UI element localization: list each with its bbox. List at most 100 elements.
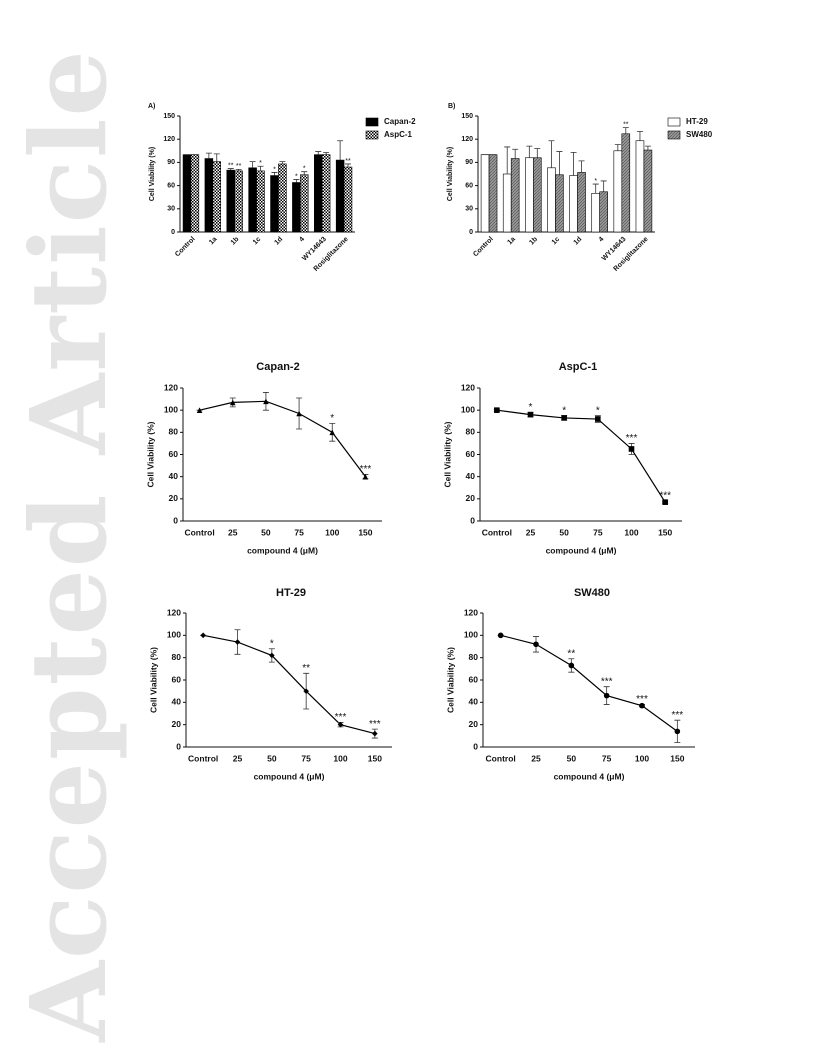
y-tick-label: 60 (167, 182, 175, 189)
y-axis-label: Cell Viability (%) (145, 421, 155, 487)
y-tick-label: 100 (167, 630, 181, 640)
bar (643, 149, 653, 233)
significance: *** (659, 491, 671, 502)
bar (234, 170, 243, 233)
x-tick-label: 25 (526, 527, 536, 537)
legend-label: Capan-2 (384, 117, 416, 126)
error-bar (512, 148, 519, 159)
x-tick-label: 50 (567, 753, 577, 763)
significance: * (303, 166, 306, 173)
bar (502, 173, 512, 233)
y-tick-label: 60 (172, 674, 182, 684)
x-tick-label: Control (184, 527, 214, 537)
y-tick-label: 40 (169, 471, 179, 481)
y-tick-label: 120 (167, 607, 181, 617)
panel-label: A) (148, 103, 155, 110)
marker (229, 399, 236, 406)
x-tick-label: Control (188, 753, 218, 763)
marker (603, 692, 610, 699)
significance: ** (302, 663, 310, 674)
marker (568, 662, 575, 669)
significance: *** (335, 712, 347, 723)
y-tick-label: 40 (172, 697, 182, 707)
x-tick-label: 1c (252, 236, 263, 247)
x-tick-label: 75 (593, 527, 603, 537)
error-bar (636, 131, 643, 141)
x-tick-label: 150 (358, 527, 372, 537)
bar (480, 154, 490, 233)
x-tick-label: 100 (333, 753, 347, 763)
x-tick-label: 100 (635, 753, 649, 763)
y-axis-label: Cell Viability (%) (445, 647, 455, 713)
significance: * (273, 166, 276, 173)
y-tick-label: 60 (466, 449, 476, 459)
error-bar (644, 145, 651, 151)
significance: * (529, 402, 533, 413)
y-tick-label: 60 (465, 182, 473, 189)
marker (372, 730, 378, 737)
x-tick-label: Control (472, 236, 495, 259)
x-tick-label: 1a (208, 236, 219, 247)
marker (196, 407, 203, 413)
bar (510, 158, 520, 233)
legend-swatch (667, 130, 681, 140)
bar (635, 140, 645, 233)
marker (662, 499, 668, 505)
legend-label: HT-29 (686, 117, 708, 126)
significance: ** (236, 163, 242, 170)
panel-label: B) (448, 103, 455, 110)
marker (494, 407, 500, 413)
error-bar (293, 179, 300, 183)
x-tick-label: 1d (273, 236, 284, 247)
bar (613, 150, 623, 233)
y-tick-label: 40 (466, 471, 476, 481)
error-bar (205, 152, 212, 159)
x-tick-label: 100 (624, 527, 638, 537)
x-tick-label: Control (174, 236, 197, 259)
x-tick-label: 25 (228, 527, 238, 537)
marker (533, 641, 539, 648)
bar (577, 172, 586, 233)
y-tick-label: 20 (469, 719, 479, 729)
y-axis-label: Cell Viability (%) (447, 147, 454, 201)
significance: *** (369, 719, 381, 730)
bar (525, 157, 534, 233)
chart-title: SW480 (574, 587, 610, 599)
bar (547, 167, 556, 233)
y-tick-label: 0 (173, 515, 178, 525)
y-tick-label: 80 (169, 427, 179, 437)
bar (335, 159, 345, 233)
y-axis-label: Cell Viability (%) (149, 147, 156, 201)
chart-title: Capan-2 (256, 361, 299, 373)
significance: * (594, 178, 597, 185)
error-bar (526, 145, 533, 158)
error-bar (578, 160, 585, 173)
error-bar (570, 151, 577, 176)
legend-swatch (365, 130, 379, 140)
x-tick-label: 1a (506, 236, 517, 247)
y-tick-label: 0 (473, 741, 478, 751)
line (203, 634, 375, 735)
bar (321, 154, 331, 233)
y-tick-label: 20 (169, 493, 179, 503)
y-tick-label: 80 (469, 652, 479, 662)
x-axis-label: compound 4 (μM) (554, 771, 625, 781)
bar (278, 163, 287, 233)
marker (263, 398, 269, 405)
error-bar (213, 153, 220, 162)
bar (226, 169, 235, 233)
x-axis-label: compound 4 (μM) (546, 545, 617, 555)
x-tick-label: 75 (294, 527, 304, 537)
marker (269, 652, 275, 659)
bar (555, 174, 564, 233)
marker (628, 446, 635, 452)
marker (329, 429, 336, 436)
significance: * (270, 638, 274, 649)
y-tick-label: 100 (461, 404, 475, 414)
y-tick-label: 60 (169, 449, 179, 459)
y-axis-label: Cell Viability (%) (148, 647, 158, 713)
y-tick-label: 0 (176, 741, 181, 751)
y-tick-label: 120 (163, 136, 175, 143)
y-tick-label: 80 (172, 652, 182, 662)
error-bar (548, 140, 555, 168)
